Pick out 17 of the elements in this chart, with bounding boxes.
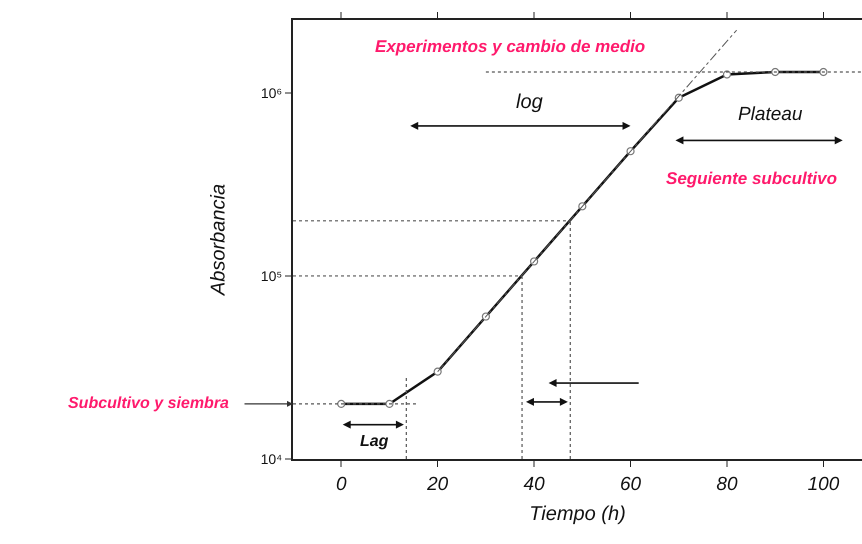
x-tick-label: 20 (426, 474, 449, 495)
y-tick-label: 10⁶ (260, 84, 282, 101)
x-tick-label: 0 (336, 474, 347, 495)
annotation: log (516, 91, 543, 113)
x-tick-label: 100 (808, 474, 840, 495)
x-axis-title: Tiempo (h) (529, 502, 626, 525)
y-axis-title: Absorbancia (208, 184, 230, 296)
y-tick-label: 10⁵ (260, 268, 282, 284)
annotation: Experimentos y cambio de medio (375, 37, 646, 56)
annotation: Lag (360, 433, 389, 450)
x-tick-label: 80 (716, 474, 738, 495)
annotation: Subcultivo y siembra (68, 395, 230, 412)
y-tick-label: 10⁴ (260, 450, 282, 467)
annotation: Seguiente subcultivo (666, 169, 837, 188)
annotation: Plateau (738, 104, 803, 125)
x-tick-label: 40 (524, 474, 546, 495)
x-tick-label: 60 (620, 474, 642, 495)
